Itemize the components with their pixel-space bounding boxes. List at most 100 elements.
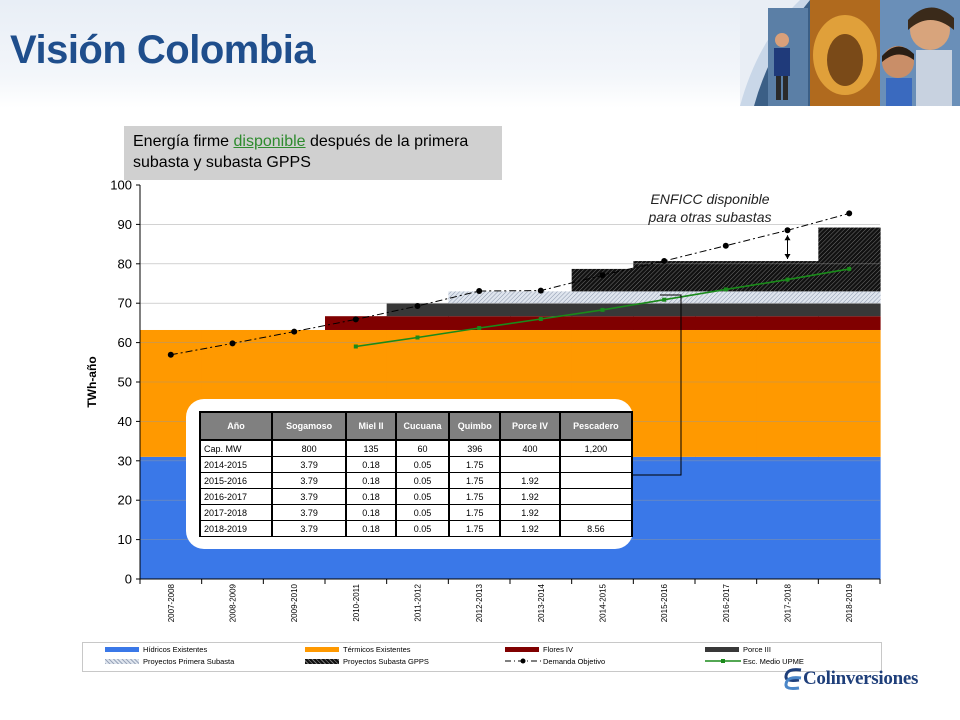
bar-proyectos-primera-subasta-7 — [571, 291, 634, 304]
table-header-row: Año Sogamoso Miel II Cucuana Quimbo Porce IV P… — [198, 411, 634, 441]
table-cell: 0.05 — [394, 504, 451, 521]
y-tick-label-10: 100 — [110, 178, 132, 193]
x-tick-label-5: 2012-2013 — [475, 583, 484, 622]
table-cell: 0.18 — [345, 504, 397, 521]
point-esc-medio-upme-10 — [785, 277, 790, 282]
bar-flores-iv-11 — [818, 316, 881, 330]
bar-porce-iii-11 — [818, 303, 881, 317]
y-tick-label-7: 70 — [118, 296, 132, 311]
table-cell: 1.75 — [448, 504, 502, 521]
table-cell: 3.79 — [271, 472, 348, 489]
table-row: 2016-2017 3.79 0.18 0.05 1.75 1.92 — [198, 488, 634, 505]
bar-flores-iv-3 — [325, 316, 388, 330]
bar-proyectos-primera-subasta-11 — [818, 291, 881, 304]
x-tick-label-9: 2016-2017 — [722, 583, 731, 622]
y-tick-label-8: 80 — [118, 256, 132, 271]
legend-swatch-gpps — [305, 659, 339, 664]
table-row: Cap. MW 800 135 60 396 400 1,200 — [198, 439, 634, 457]
table-cell — [558, 472, 634, 489]
table-cell: 1.75 — [448, 488, 502, 505]
table-cell — [558, 456, 634, 473]
table-row: 2014-2015 3.79 0.18 0.05 1.75 — [198, 456, 634, 473]
bar-termicos-existentes-9 — [695, 329, 758, 457]
legend-label-demanda: Demanda Objetivo — [543, 657, 606, 666]
bar-flores-iv-7 — [571, 316, 634, 330]
table-cell: 0.18 — [345, 520, 397, 537]
bar-porce-iii-10 — [756, 303, 819, 317]
table-cell: 0.18 — [345, 472, 397, 489]
bar-hidricos-existentes-10 — [756, 456, 819, 579]
legend-label-primera: Proyectos Primera Subasta — [143, 657, 235, 666]
table-cell: 2016-2017 — [198, 488, 274, 505]
table-cell: 3.79 — [271, 520, 348, 537]
legend-label-termicos: Térmicos Existentes — [343, 645, 411, 654]
table-cell — [558, 488, 634, 505]
table-cell: 3.79 — [271, 488, 348, 505]
capacity-table-panel: Año Sogamoso Miel II Cucuana Quimbo Porce IV P… — [186, 399, 634, 549]
bar-proyectos-primera-subasta-10 — [756, 291, 819, 304]
table-cell: 0.05 — [394, 472, 451, 489]
table-cell: 3.79 — [271, 456, 348, 473]
callout-text: Energía firme disponible después de la p… — [133, 131, 498, 173]
y-tick-label-6: 60 — [118, 335, 132, 350]
y-tick-label-3: 30 — [118, 453, 132, 468]
legend-label-hidricos: Hídricos Existentes — [143, 645, 208, 654]
colinversiones-logo-text: Colinversiones — [803, 668, 919, 689]
table-cell: 0.18 — [345, 488, 397, 505]
point-esc-medio-upme-8 — [662, 297, 667, 302]
point-demanda-objetivo-5 — [476, 288, 483, 294]
bar-termicos-existentes-11 — [818, 329, 881, 457]
table-cell: 1.75 — [448, 472, 502, 489]
bar-proyectos-subasta-gpps-9 — [695, 261, 758, 292]
y-tick-label-0: 0 — [125, 572, 132, 587]
table-cell: 1.92 — [499, 472, 561, 489]
table-cell: 396 — [448, 439, 502, 457]
table-connector-line — [633, 294, 682, 476]
table-cell: 0.05 — [394, 488, 451, 505]
table-header-cell: Año — [198, 411, 274, 441]
point-demanda-objetivo-10 — [784, 227, 791, 234]
legend-swatch-termicos — [305, 647, 339, 652]
table-cell: 1.75 — [448, 520, 502, 537]
legend-swatch-upme — [705, 659, 741, 663]
bar-proyectos-primera-subasta-5 — [448, 291, 511, 304]
table-cell: Cap. MW — [198, 439, 274, 457]
x-tick-label-1: 2008-2009 — [229, 583, 238, 622]
table-row: 2017-2018 3.79 0.18 0.05 1.75 1.92 — [198, 504, 634, 521]
bar-flores-iv-4 — [386, 316, 449, 330]
bar-porce-iii-8 — [633, 303, 696, 317]
y-axis-label: TWh-año — [85, 356, 99, 407]
point-esc-medio-upme-6 — [538, 317, 543, 321]
point-demanda-objetivo-11 — [846, 210, 853, 217]
table-row: 2015-2016 3.79 0.18 0.05 1.75 1.92 — [198, 472, 634, 489]
callout-box: Energía firme disponible después de la p… — [124, 126, 502, 180]
table-cell: 3.79 — [271, 504, 348, 521]
table-row: 2018-2019 3.79 0.18 0.05 1.75 1.92 8.56 — [198, 520, 634, 537]
table-cell — [499, 456, 561, 473]
bar-hidricos-existentes-8 — [633, 456, 696, 579]
point-demanda-objetivo-6 — [537, 287, 544, 294]
enficc-arrowhead-bottom — [784, 254, 791, 260]
bar-proyectos-subasta-gpps-11 — [818, 227, 881, 292]
callout-link[interactable]: disponible — [233, 133, 306, 150]
bar-termicos-existentes-8 — [633, 329, 696, 457]
point-demanda-objetivo-1 — [229, 340, 236, 347]
table-header-cell: Sogamoso — [271, 411, 348, 441]
table-cell: 2018-2019 — [198, 520, 274, 537]
table-cell: 2017-2018 — [198, 504, 274, 521]
bar-hidricos-existentes-11 — [818, 456, 881, 579]
enficc-annotation-line-2: para otras subastas — [648, 209, 772, 225]
point-demanda-objetivo-4 — [414, 303, 421, 309]
bar-flores-iv-10 — [756, 316, 819, 330]
page-title: Visión Colombia — [10, 28, 316, 72]
colinversiones-logo-icon — [784, 668, 802, 690]
callout-text-post: después de la primera subasta y subasta … — [133, 133, 469, 171]
table-cell — [558, 504, 634, 521]
point-esc-medio-upme-7 — [600, 307, 605, 312]
x-tick-label-0: 2007-2008 — [167, 583, 176, 622]
series-line-demanda-objetivo — [170, 212, 850, 356]
header-photo — [740, 0, 960, 106]
bar-porce-iii-4 — [386, 303, 449, 317]
bar-porce-iii-6 — [510, 303, 573, 317]
point-esc-medio-upme-11 — [847, 266, 852, 271]
